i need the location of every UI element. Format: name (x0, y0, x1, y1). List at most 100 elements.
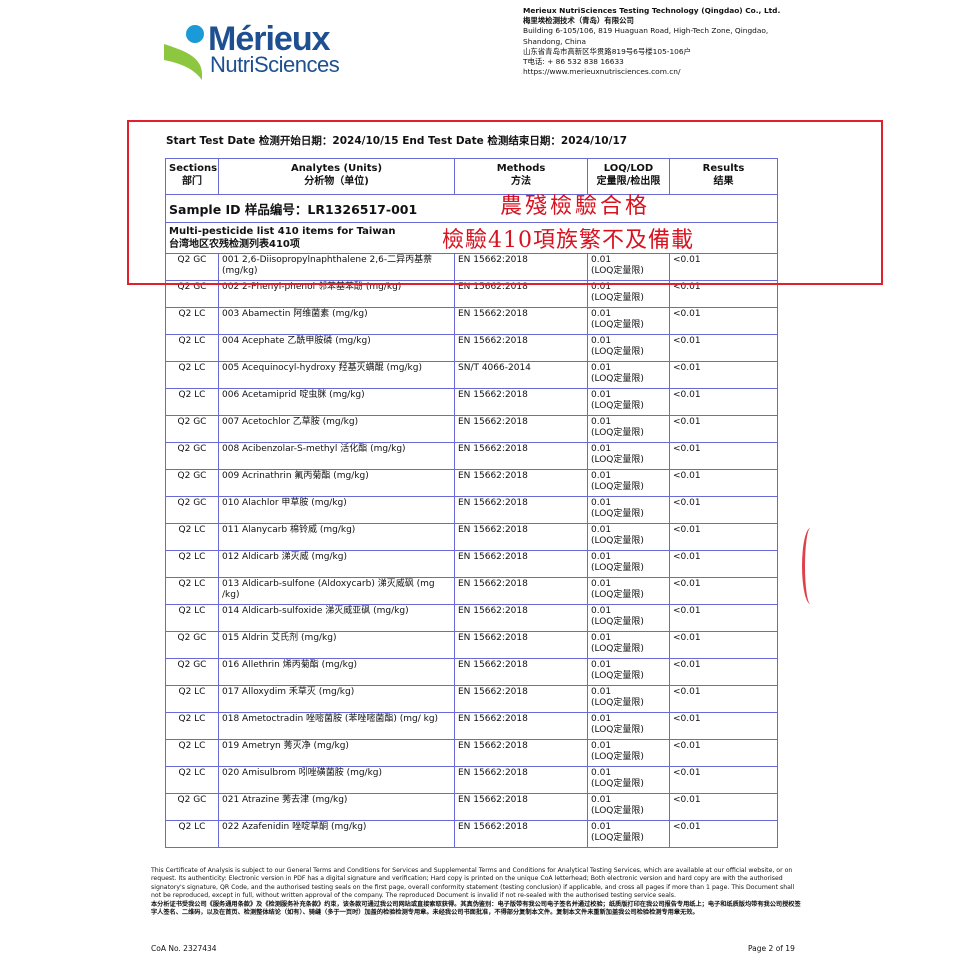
table-row: Q2 GC 008 Acibenzolar-S-methyl 活化酯 (mg/k… (165, 442, 778, 470)
loq-label: (LOQ定量限) (591, 401, 644, 411)
loq-label: (LOQ定量限) (591, 617, 644, 627)
header-cn: 定量限/检出限 (596, 176, 661, 187)
method-cell: EN 15662:2018 (454, 415, 588, 443)
loq-label: (LOQ定量限) (591, 644, 644, 654)
section-cell: Q2 GC (165, 442, 219, 470)
loq-value: 0.01 (591, 768, 612, 778)
loq-cell: 0.01 (LOQ定量限) (587, 793, 670, 821)
loq-cell: 0.01 (LOQ定量限) (587, 469, 670, 497)
loq-cell: 0.01 (LOQ定量限) (587, 577, 670, 605)
analyte-cell: 021 Atrazine 莠去津 (mg/kg) (218, 793, 455, 821)
loq-value: 0.01 (591, 498, 612, 508)
result-cell: <0.01 (669, 388, 778, 416)
method-cell: EN 15662:2018 (454, 712, 588, 740)
table-row: Q2 GC 010 Alachlor 甲草胺 (mg/kg) EN 15662:… (165, 496, 778, 524)
result-cell: <0.01 (669, 766, 778, 794)
loq-label: (LOQ定量限) (591, 671, 644, 681)
method-cell: EN 15662:2018 (454, 496, 588, 524)
section-cell: Q2 GC (165, 631, 219, 659)
loq-cell: 0.01 (LOQ定量限) (587, 820, 670, 848)
loq-value: 0.01 (591, 390, 612, 400)
result-cell: <0.01 (669, 739, 778, 767)
list-title-en: Multi-pesticide list 410 items for Taiwa… (169, 226, 396, 237)
result-cell: <0.01 (669, 442, 778, 470)
loq-value: 0.01 (591, 822, 612, 832)
analyte-cell: 020 Amisulbrom 吲唑磺菌胺 (mg/kg) (218, 766, 455, 794)
section-cell: Q2 LC (165, 388, 219, 416)
analyte-cell: 018 Ametoctradin 唑嘧菌胺 (苯唑嘧菌酯) (mg/ kg) (218, 712, 455, 740)
header-en: Analytes (Units) (290, 163, 383, 174)
analyte-cell: 001 2,6-Diisopropylnaphthalene 2,6-二异丙基萘… (218, 253, 455, 281)
loq-label: (LOQ定量限) (591, 590, 644, 600)
table-row: Q2 GC 001 2,6-Diisopropylnaphthalene 2,6… (165, 253, 778, 281)
section-cell: Q2 GC (165, 469, 219, 497)
result-cell: <0.01 (669, 496, 778, 524)
loq-label: (LOQ定量限) (591, 428, 644, 438)
loq-label: (LOQ定量限) (591, 725, 644, 735)
table-row: Q2 LC 022 Azafenidin 唑啶草酮 (mg/kg) EN 156… (165, 820, 778, 848)
loq-label: (LOQ定量限) (591, 293, 644, 303)
column-header: LOQ/LOD 定量限/检出限 (587, 158, 670, 195)
analyte-cell: 009 Acrinathrin 氟丙菊酯 (mg/kg) (218, 469, 455, 497)
loq-cell: 0.01 (LOQ定量限) (587, 550, 670, 578)
seal-mark-icon (802, 528, 819, 604)
logo-wordmark: Mérieux (208, 20, 330, 58)
loq-value: 0.01 (591, 444, 612, 454)
analyte-cell: 004 Acephate 乙酰甲胺磷 (mg/kg) (218, 334, 455, 362)
section-cell: Q2 LC (165, 307, 219, 335)
table-row: Q2 LC 005 Acequinocyl-hydroxy 羟基灭螨醌 (mg/… (165, 361, 778, 389)
analyte-cell: 015 Aldrin 艾氏剂 (mg/kg) (218, 631, 455, 659)
table-row: Q2 GC 016 Allethrin 烯丙菊酯 (mg/kg) EN 1566… (165, 658, 778, 686)
phone: T电话: + 86 532 838 16633 (523, 57, 624, 67)
method-cell: EN 15662:2018 (454, 523, 588, 551)
loq-value: 0.01 (591, 363, 612, 373)
loq-cell: 0.01 (LOQ定量限) (587, 334, 670, 362)
result-cell: <0.01 (669, 604, 778, 632)
result-cell: <0.01 (669, 523, 778, 551)
table-row: Q2 LC 006 Acetamiprid 啶虫脒 (mg/kg) EN 156… (165, 388, 778, 416)
stamp-pass: 農殘檢驗合格 (500, 194, 651, 219)
result-cell: <0.01 (669, 685, 778, 713)
loq-value: 0.01 (591, 741, 612, 751)
section-cell: Q2 LC (165, 820, 219, 848)
test-dates: Start Test Date 检测开始日期：2024/10/15 End Te… (166, 135, 628, 147)
loq-value: 0.01 (591, 336, 612, 346)
header-cn: 分析物（单位) (304, 176, 369, 187)
section-cell: Q2 GC (165, 415, 219, 443)
section-cell: Q2 LC (165, 361, 219, 389)
method-cell: EN 15662:2018 (454, 469, 588, 497)
header-en: LOQ/LOD (603, 163, 654, 174)
table-row: Q2 LC 011 Alanycarb 棉铃威 (mg/kg) EN 15662… (165, 523, 778, 551)
method-cell: EN 15662:2018 (454, 739, 588, 767)
address-en-2: Shandong, China (523, 36, 586, 46)
table-row: Q2 LC 020 Amisulbrom 吲唑磺菌胺 (mg/kg) EN 15… (165, 766, 778, 794)
loq-cell: 0.01 (LOQ定量限) (587, 685, 670, 713)
result-cell: <0.01 (669, 577, 778, 605)
loq-cell: 0.01 (LOQ定量限) (587, 307, 670, 335)
company-info: Merieux NutriSciences Testing Technology… (523, 6, 780, 77)
loq-label: (LOQ定量限) (591, 563, 644, 573)
loq-label: (LOQ定量限) (591, 779, 644, 789)
loq-cell: 0.01 (LOQ定量限) (587, 604, 670, 632)
section-cell: Q2 LC (165, 550, 219, 578)
method-cell: EN 15662:2018 (454, 550, 588, 578)
table-row: Q2 LC 012 Aldicarb 涕灭威 (mg/kg) EN 15662:… (165, 550, 778, 578)
table-row: Q2 LC 017 Alloxydim 禾草灭 (mg/kg) EN 15662… (165, 685, 778, 713)
loq-value: 0.01 (591, 714, 612, 724)
result-cell: <0.01 (669, 253, 778, 281)
logo-subtitle: NutriSciences (210, 52, 340, 77)
method-cell: EN 15662:2018 (454, 631, 588, 659)
section-cell: Q2 GC (165, 658, 219, 686)
section-cell: Q2 LC (165, 766, 219, 794)
header-en: Methods (496, 163, 546, 174)
section-cell: Q2 LC (165, 685, 219, 713)
loq-label: (LOQ定量限) (591, 806, 644, 816)
address-en: Building 6-105/106, 819 Huaguan Road, Hi… (523, 26, 769, 36)
loq-label: (LOQ定量限) (591, 833, 644, 843)
header-cn: 部门 (182, 176, 202, 187)
section-cell: Q2 LC (165, 577, 219, 605)
analyte-cell: 022 Azafenidin 唑啶草酮 (mg/kg) (218, 820, 455, 848)
analyte-cell: 008 Acibenzolar-S-methyl 活化酯 (mg/kg) (218, 442, 455, 470)
analyte-cell: 011 Alanycarb 棉铃威 (mg/kg) (218, 523, 455, 551)
analyte-cell: 017 Alloxydim 禾草灭 (mg/kg) (218, 685, 455, 713)
